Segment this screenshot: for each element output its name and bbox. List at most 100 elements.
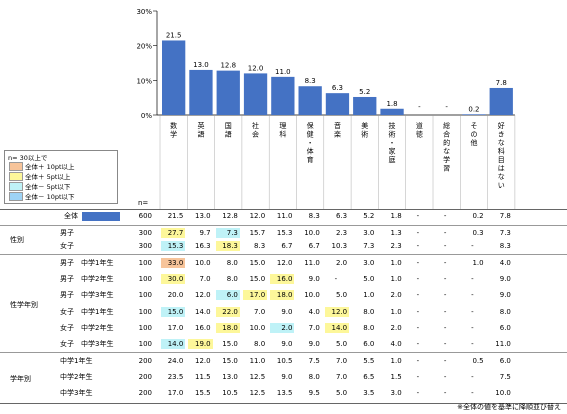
table-cell: 1.0 bbox=[472, 259, 484, 267]
table-cell: 14.0 bbox=[161, 339, 186, 349]
bar-value-label: 7.8 bbox=[496, 79, 507, 87]
row-label: 女子 bbox=[60, 242, 74, 250]
table-cell: - bbox=[471, 340, 474, 348]
table-cell: - bbox=[443, 242, 447, 250]
table-cell: 15.5 bbox=[195, 389, 211, 397]
table-cell: 14.0 bbox=[195, 308, 211, 316]
category-label-char: 健 bbox=[307, 130, 314, 139]
bar-value-label: - bbox=[418, 103, 421, 111]
table-cell: 17.0 bbox=[242, 290, 268, 300]
table-cell: 1.0 bbox=[390, 357, 402, 365]
table-cell: 6.7 bbox=[308, 242, 320, 250]
category-label-char: 楽 bbox=[334, 130, 341, 139]
table-cell: 7.5 bbox=[308, 357, 320, 365]
category-label-char: い bbox=[498, 182, 505, 190]
table-cell: 7.0 bbox=[335, 373, 348, 381]
table-cell: 15.0 bbox=[222, 357, 238, 365]
category-label-char: 音 bbox=[334, 121, 341, 130]
category-label-char: は bbox=[498, 165, 505, 173]
table-cell: - bbox=[443, 229, 447, 237]
table-cell: 1.8 bbox=[390, 212, 402, 220]
table-cell: 7.5 bbox=[499, 373, 511, 381]
row-n: 100 bbox=[138, 275, 152, 283]
table-cell: 7.0 bbox=[335, 357, 348, 365]
table-cell: 12.0 bbox=[195, 357, 211, 365]
bar-value-label: 12.0 bbox=[248, 64, 264, 72]
category-label-char: 科 bbox=[279, 130, 286, 139]
category-label-char: 他 bbox=[470, 138, 477, 147]
table-cell: 15.0 bbox=[222, 340, 238, 348]
category-label-char: ・ bbox=[389, 139, 396, 147]
table-cell: 9.5 bbox=[308, 389, 320, 397]
bar-value-label: 12.8 bbox=[220, 62, 236, 70]
category-label-char: 美 bbox=[361, 121, 368, 130]
table-cell: - bbox=[416, 275, 420, 283]
bar bbox=[189, 69, 213, 115]
table-cell: 12.5 bbox=[249, 373, 266, 381]
table-cell: 11.0 bbox=[304, 259, 320, 267]
bar bbox=[271, 76, 295, 115]
table-cell: 9.0 bbox=[281, 373, 293, 381]
category-label-char: 合 bbox=[443, 130, 450, 139]
table-cell: 9.0 bbox=[499, 275, 511, 283]
table-cell: 20.0 bbox=[167, 291, 184, 299]
legend-label: 全体＋ 10pt以上 bbox=[25, 163, 75, 171]
table-cell: - bbox=[443, 373, 447, 381]
row-n: 100 bbox=[138, 259, 152, 267]
table-cell: 5.0 bbox=[363, 275, 375, 283]
table-cell: - bbox=[471, 308, 474, 316]
table-cell: 16.0 bbox=[270, 274, 295, 284]
table-cell: 10.0 bbox=[495, 389, 511, 397]
table-cell: 10.3 bbox=[331, 242, 348, 250]
row-n: 100 bbox=[138, 291, 152, 299]
bar bbox=[380, 108, 404, 115]
table-cell: 3.5 bbox=[363, 389, 375, 397]
table-cell: 7.3 bbox=[499, 229, 511, 237]
table-cell: - bbox=[443, 357, 447, 365]
total-row-swatch bbox=[82, 212, 120, 221]
table-cell: - bbox=[416, 259, 420, 267]
category-label-char: 保 bbox=[307, 121, 314, 130]
category-label-char: な bbox=[498, 173, 505, 181]
table-cell: 13.0 bbox=[195, 212, 211, 220]
category-label-char: 会 bbox=[252, 130, 259, 139]
table-rule bbox=[0, 403, 567, 404]
table-cell: - bbox=[443, 389, 447, 397]
table-cell: 1.3 bbox=[390, 229, 402, 237]
row-label: 男子 中学2年生 bbox=[60, 275, 114, 283]
table-cell: 10.0 bbox=[249, 324, 266, 332]
table-cell: 11.0 bbox=[495, 340, 511, 348]
category-label-char: 技 bbox=[389, 121, 396, 130]
bar-value-label: 8.3 bbox=[305, 77, 316, 85]
category-label-char: 国 bbox=[225, 122, 232, 130]
legend-swatch bbox=[9, 182, 23, 191]
row-n: 200 bbox=[138, 389, 152, 397]
category-label-char: き bbox=[498, 131, 505, 139]
table-cell: 4.0 bbox=[390, 340, 402, 348]
y-tick-label: 0% bbox=[141, 112, 152, 120]
table-cell: 1.0 bbox=[390, 259, 402, 267]
table-cell: 5.5 bbox=[363, 357, 375, 365]
table-cell: 15.0 bbox=[249, 275, 266, 283]
table-cell: - bbox=[416, 389, 420, 397]
legend-swatch bbox=[9, 162, 23, 171]
table-cell: 7.0 bbox=[308, 324, 320, 332]
table-cell: 1.5 bbox=[390, 373, 402, 381]
table-cell: 12.0 bbox=[276, 259, 293, 267]
bar bbox=[298, 86, 322, 115]
table-cell: 15.3 bbox=[161, 241, 186, 251]
table-cell: 11.0 bbox=[249, 357, 266, 365]
table-cell: 18.3 bbox=[215, 241, 240, 251]
table-cell: 13.5 bbox=[276, 389, 293, 397]
bar-value-label: 11.0 bbox=[275, 68, 291, 76]
table-cell: 11.0 bbox=[276, 212, 293, 220]
row-n: 200 bbox=[138, 357, 152, 365]
table-cell: 10.5 bbox=[222, 389, 238, 397]
table-cell: 21.5 bbox=[167, 212, 184, 220]
table-cell: 30.0 bbox=[161, 274, 186, 284]
table-cell: 6.5 bbox=[363, 373, 375, 381]
table-cell: 5.0 bbox=[335, 340, 348, 348]
row-group-label: 性学年別 bbox=[10, 301, 38, 309]
table-cell: - bbox=[416, 324, 420, 332]
y-tick-label: 10% bbox=[136, 77, 152, 85]
